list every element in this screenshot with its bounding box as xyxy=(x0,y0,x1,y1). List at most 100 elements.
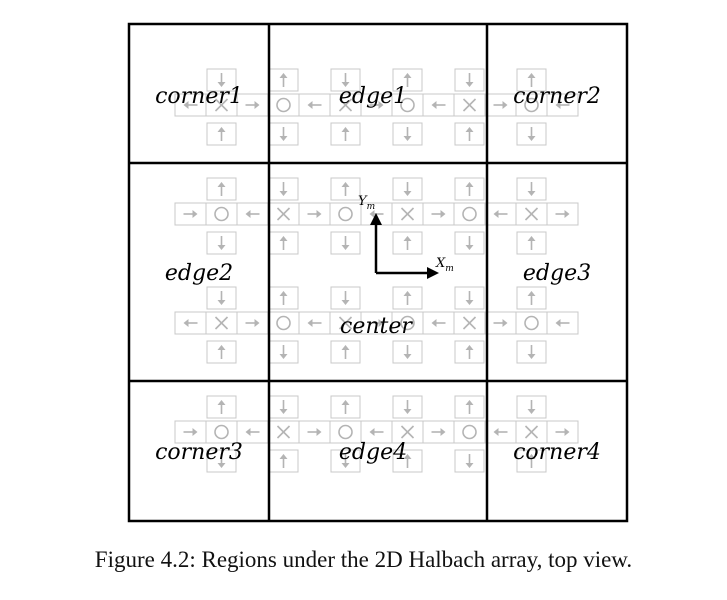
magnet-cell xyxy=(454,177,485,201)
magnet-cell xyxy=(330,177,361,201)
magnet-arrow-head-icon xyxy=(316,428,322,436)
magnet-arrow-head-icon xyxy=(527,409,536,414)
magnet-arrow-head-icon xyxy=(465,182,474,187)
magnet-arrow-head-icon xyxy=(183,101,189,109)
magnet-cross-icon xyxy=(214,316,229,330)
magnet-arrow-head-icon xyxy=(279,236,288,241)
magnet-arrow-head-icon xyxy=(217,400,226,405)
magnet-cross-icon xyxy=(214,98,229,112)
magnet-arrow-head-icon xyxy=(192,428,198,436)
magnet-arrow-head-icon xyxy=(192,210,198,218)
magnet-cell xyxy=(330,286,361,310)
ym-axis-subscript: m xyxy=(367,202,376,212)
magnet-cell xyxy=(206,340,237,364)
label-edge4: edge4 xyxy=(339,440,407,465)
magnet-arrow-head-icon xyxy=(307,319,313,327)
magnet-arrow-head-icon xyxy=(502,319,508,327)
magnet-arrow-head-icon xyxy=(217,182,226,187)
magnet-cell xyxy=(516,231,547,255)
magnet-cell xyxy=(392,395,423,419)
magnet-arrow-head-icon xyxy=(403,454,412,459)
magnet-cell xyxy=(546,202,579,226)
magnet-arrow-head-icon xyxy=(341,345,350,350)
magnet-arrow-head-icon xyxy=(502,101,508,109)
magnet-circle-icon xyxy=(214,424,229,440)
magnet-cell xyxy=(392,177,423,201)
magnet-cross-icon xyxy=(338,98,353,112)
magnet-cell xyxy=(516,68,547,92)
label-corner1: corner1 xyxy=(155,84,243,109)
magnet-arrow-head-icon xyxy=(527,291,536,296)
xm-axis-letter: X xyxy=(435,256,446,271)
axes: Ym Xm xyxy=(358,194,454,279)
label-corner4: corner4 xyxy=(513,440,601,465)
magnet-arrow-head-icon xyxy=(527,136,536,141)
magnet-arrow-head-icon xyxy=(279,454,288,459)
magnet-cell xyxy=(392,286,423,310)
magnet-cell xyxy=(392,68,423,92)
magnet-arrow-head-icon xyxy=(341,463,350,468)
magnet-cell xyxy=(453,420,486,444)
magnet-arrow-head-icon xyxy=(465,82,474,87)
magnet-arrow-head-icon xyxy=(403,236,412,241)
label-corner3: corner3 xyxy=(155,440,243,465)
magnet-arrow-head-icon xyxy=(217,463,226,468)
magnet-arrow-head-icon xyxy=(555,319,561,327)
magnet-circle-icon xyxy=(338,424,353,440)
xm-arrow-head-icon xyxy=(427,267,439,279)
magnet-arrow-head-icon xyxy=(217,127,226,132)
magnet-cell xyxy=(516,340,547,364)
ym-axis-label: Ym xyxy=(358,194,375,212)
magnet-cell xyxy=(454,395,485,419)
magnet-cell xyxy=(516,122,547,146)
magnet-cross-icon xyxy=(524,425,539,439)
magnet-arrow-head-icon xyxy=(341,300,350,305)
label-corner2: corner2 xyxy=(513,84,601,109)
magnet-arrow-head-icon xyxy=(341,400,350,405)
magnet-arrow-head-icon xyxy=(465,300,474,305)
magnet-cell xyxy=(392,449,423,473)
magnet-arrow-head-icon xyxy=(564,210,570,218)
magnet-arrow-head-icon xyxy=(183,319,189,327)
magnet-arrow-head-icon xyxy=(431,319,437,327)
magnet-arrow-head-icon xyxy=(527,354,536,359)
magnet-cell xyxy=(454,231,485,255)
magnet-circle-icon xyxy=(524,97,539,113)
magnet-arrow-head-icon xyxy=(378,101,384,109)
ym-axis-letter: Y xyxy=(358,194,368,209)
magnet-circle-icon xyxy=(524,315,539,331)
magnet-arrow-head-icon xyxy=(279,136,288,141)
magnet-arrow-head-icon xyxy=(378,319,384,327)
magnet-arrow-head-icon xyxy=(217,82,226,87)
magnet-cell xyxy=(516,177,547,201)
magnet-cell xyxy=(206,449,237,473)
magnet-cell xyxy=(392,231,423,255)
label-edge3: edge3 xyxy=(523,261,591,286)
magnet-cross-icon xyxy=(462,316,477,330)
magnet-cell xyxy=(516,286,547,310)
magnet-cell xyxy=(206,177,237,201)
magnet-arrow-head-icon xyxy=(527,191,536,196)
magnet-arrow-head-icon xyxy=(465,127,474,132)
magnet-cell xyxy=(454,286,485,310)
magnet-cross-icon xyxy=(462,98,477,112)
magnet-cross-icon xyxy=(524,207,539,221)
magnet-circle-icon xyxy=(462,206,477,222)
magnet-circle-icon xyxy=(400,315,415,331)
magnet-cross-icon xyxy=(276,207,291,221)
magnet-cell xyxy=(330,395,361,419)
magnet-arrow-head-icon xyxy=(564,428,570,436)
outer-border xyxy=(127,22,629,523)
magnet-arrow-head-icon xyxy=(465,400,474,405)
magnet-arrow-head-icon xyxy=(440,210,446,218)
magnet-arrow-head-icon xyxy=(465,245,474,250)
magnet-arrow-head-icon xyxy=(431,101,437,109)
magnet-cell xyxy=(330,340,361,364)
magnet-cell xyxy=(206,286,237,310)
magnet-arrow-head-icon xyxy=(555,101,561,109)
magnet-arrow-head-icon xyxy=(465,345,474,350)
magnet-cell xyxy=(392,340,423,364)
magnet-arrow-head-icon xyxy=(465,463,474,468)
magnet-cell xyxy=(454,122,485,146)
magnet-arrow-head-icon xyxy=(403,291,412,296)
